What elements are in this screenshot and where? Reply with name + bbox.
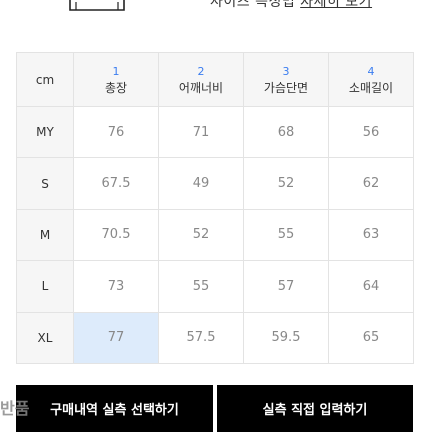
size-guide-detail-link[interactable]: 자세히 보기 (300, 0, 373, 10)
measure-label: 총장 (104, 80, 128, 95)
size-label: S (16, 157, 74, 210)
table-cell[interactable]: 55 (243, 208, 329, 262)
size-guide-text: 사이즈 측정법 (210, 0, 296, 10)
size-table: cm 1 총장 2 어깨너비 3 가슴단면 4 소매길이 MY 76 71 68… (16, 52, 414, 364)
table-row[interactable]: M 70.5 52 55 63 (16, 208, 414, 262)
column-header-chest: 3 가슴단면 (243, 52, 329, 107)
table-cell[interactable]: 73 (73, 260, 159, 313)
size-label: XL (16, 311, 74, 364)
column-header-shoulder: 2 어깨너비 (158, 52, 244, 107)
table-cell[interactable]: 57.5 (158, 311, 244, 364)
size-guide-line: 사이즈 측정법 자세히 보기 (210, 0, 372, 11)
measure-number: 3 (282, 64, 290, 78)
table-row[interactable]: XL 77 57.5 59.5 65 (16, 311, 414, 364)
return-label: 반품 (0, 399, 30, 418)
size-label: MY (16, 105, 74, 159)
select-from-purchases-button[interactable]: 구매내역 실측 선택하기 (16, 385, 213, 432)
table-cell[interactable]: 64 (328, 260, 414, 313)
size-label: L (16, 260, 74, 313)
table-cell[interactable]: 67.5 (73, 157, 159, 210)
table-cell[interactable]: 62 (328, 157, 414, 210)
table-cell[interactable]: 68 (243, 105, 329, 159)
guide-header: 사이즈 측정법 자세히 보기 (0, 0, 431, 14)
unit-label: cm (16, 52, 74, 107)
table-row[interactable]: MY 76 71 68 56 (16, 105, 414, 159)
measure-label: 어깨너비 (178, 80, 224, 95)
table-header-row: cm 1 총장 2 어깨너비 3 가슴단면 4 소매길이 (16, 52, 414, 107)
table-row[interactable]: L 73 55 57 64 (16, 260, 414, 313)
table-cell-highlighted[interactable]: 77 (73, 311, 159, 364)
table-cell[interactable]: 57 (243, 260, 329, 313)
table-cell[interactable]: 59.5 (243, 311, 329, 364)
table-cell[interactable]: 52 (158, 208, 244, 262)
table-cell[interactable]: 55 (158, 260, 244, 313)
table-cell[interactable]: 70.5 (73, 208, 159, 262)
table-cell[interactable]: 52 (243, 157, 329, 210)
table-cell[interactable]: 63 (328, 208, 414, 262)
measure-number: 4 (367, 64, 375, 78)
table-cell[interactable]: 76 (73, 105, 159, 159)
enter-measurement-button[interactable]: 실측 직접 입력하기 (217, 385, 413, 432)
table-cell[interactable]: 49 (158, 157, 244, 210)
column-header-length: 1 총장 (73, 52, 159, 107)
table-cell[interactable]: 71 (158, 105, 244, 159)
size-label: M (16, 208, 74, 262)
garment-diagram-icon (69, 0, 125, 11)
table-cell[interactable]: 65 (328, 311, 414, 364)
table-row[interactable]: S 67.5 49 52 62 (16, 157, 414, 210)
measure-number: 1 (112, 64, 120, 78)
table-cell[interactable]: 56 (328, 105, 414, 159)
column-header-sleeve: 4 소매길이 (328, 52, 414, 107)
measure-label: 소매길이 (348, 80, 394, 95)
measure-label: 가슴단면 (263, 80, 309, 95)
measure-number: 2 (197, 64, 205, 78)
